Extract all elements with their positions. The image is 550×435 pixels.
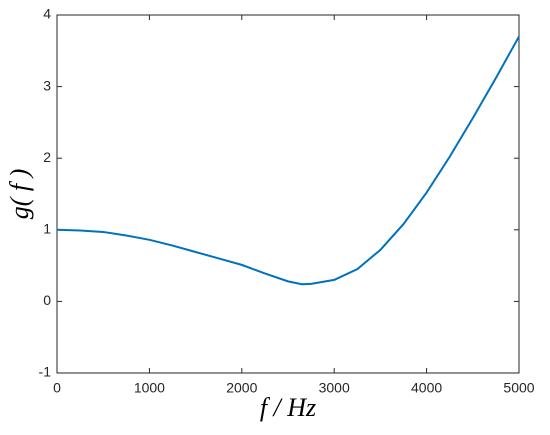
x-axis-label: f / Hz [260, 393, 316, 422]
x-tick-label: 2000 [226, 380, 257, 396]
x-tick-label: 4000 [411, 380, 442, 396]
x-tick-label: 5000 [503, 380, 534, 396]
y-tick-label: -1 [39, 364, 52, 380]
y-axis-label: g( f ) [5, 169, 34, 220]
x-tick-label: 0 [53, 380, 61, 396]
y-tick-label: 4 [43, 6, 51, 22]
axes-box [56, 14, 520, 374]
x-tick-label: 3000 [319, 380, 350, 396]
y-tick-label: 1 [43, 221, 51, 237]
y-tick-label: 0 [43, 292, 51, 308]
data-line [56, 35, 520, 286]
y-tick-label: 2 [43, 149, 51, 165]
x-tick-label: 1000 [134, 380, 165, 396]
y-tick-label: 3 [43, 77, 51, 93]
